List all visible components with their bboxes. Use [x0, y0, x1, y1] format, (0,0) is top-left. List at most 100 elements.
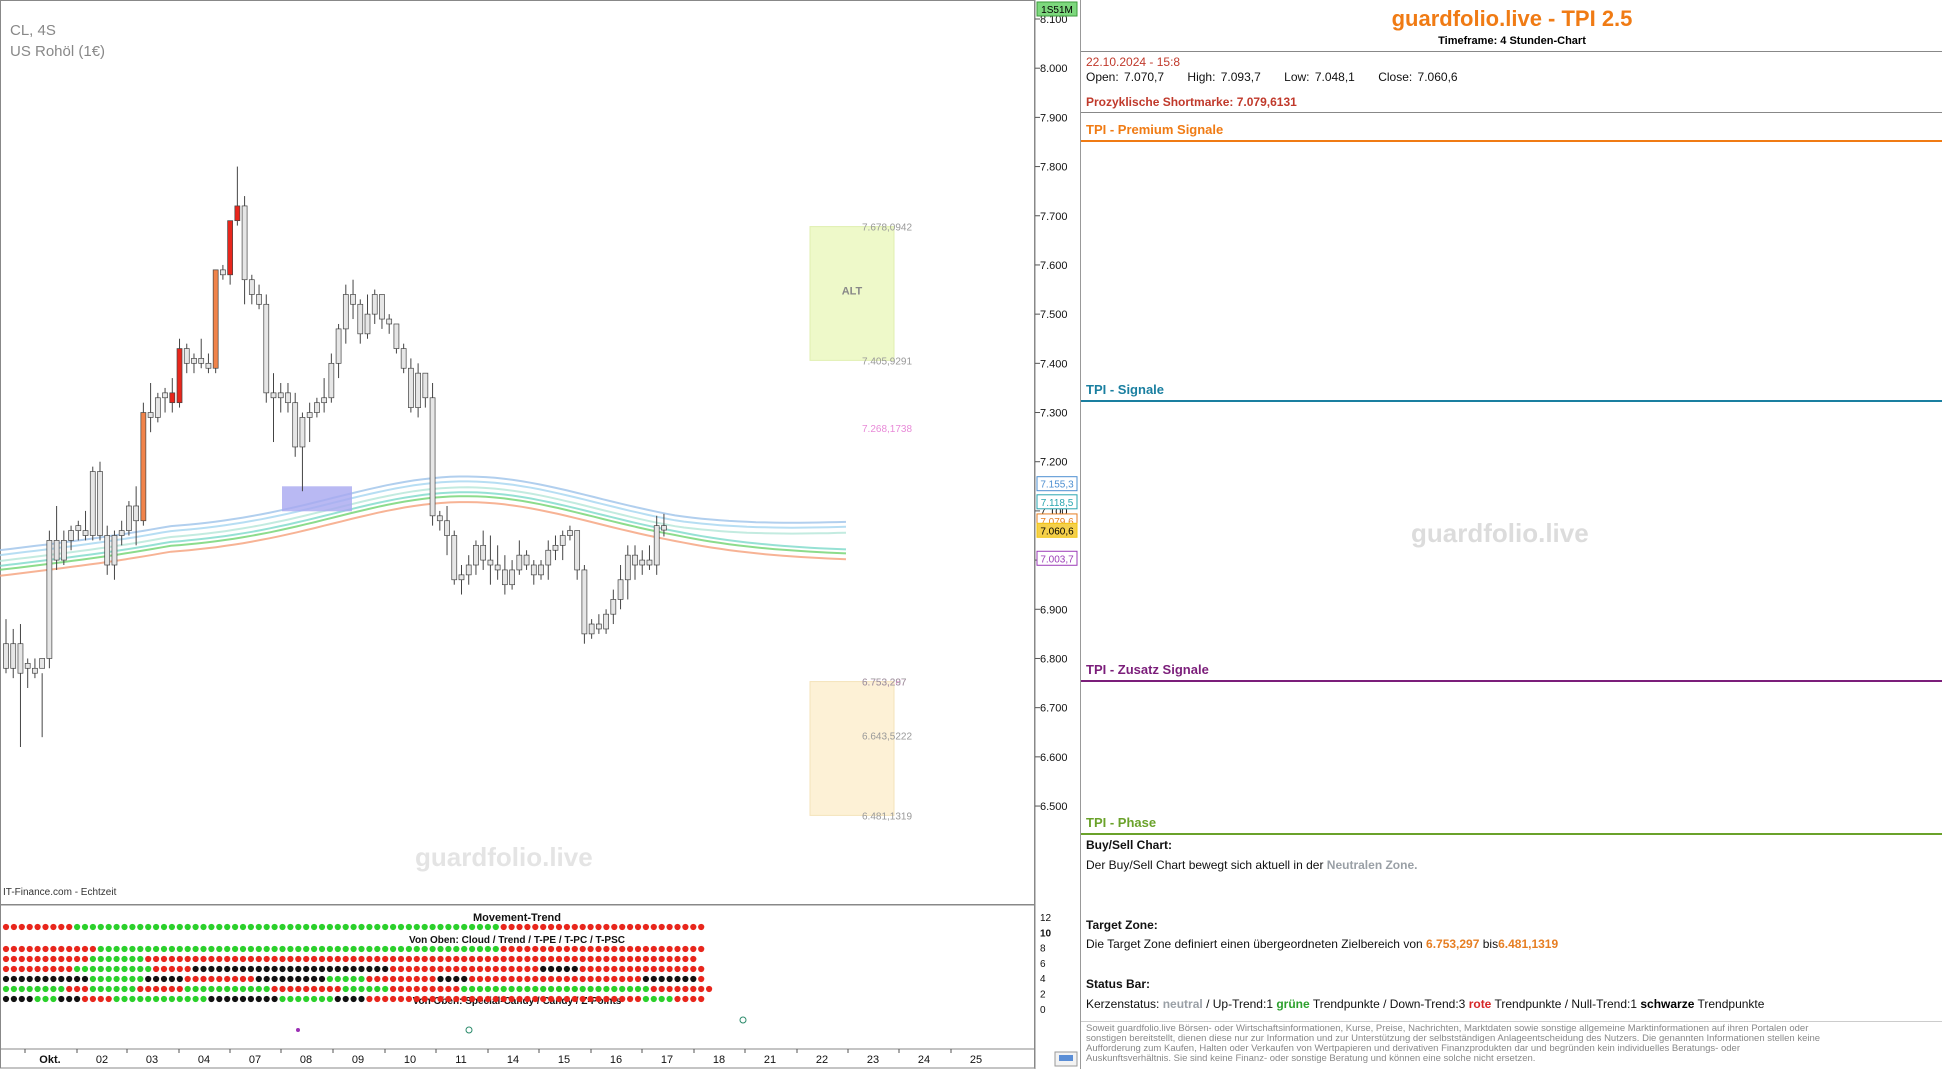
trend-dot	[232, 995, 239, 1003]
candle-body	[285, 392, 291, 404]
y-tick-label: 7.500	[1040, 309, 1068, 321]
trend-dot	[358, 923, 365, 931]
trend-dot	[10, 965, 17, 973]
trend-dot	[382, 955, 389, 963]
trend-dot	[540, 975, 547, 983]
trend-dot	[397, 975, 405, 983]
candles	[3, 166, 667, 748]
trend-dot	[429, 923, 436, 931]
trend-dot	[374, 965, 381, 973]
trend-dot	[540, 965, 547, 973]
trend-dot	[176, 955, 183, 963]
trend-dot	[81, 955, 89, 963]
y-tick-label: 7.900	[1040, 112, 1068, 124]
x-tick-label: 07	[249, 1054, 261, 1066]
trend-dot	[611, 995, 618, 1003]
trend-dot	[461, 995, 468, 1003]
candle-body	[118, 530, 125, 536]
candle	[198, 338, 205, 369]
trend-dot	[176, 923, 183, 931]
trend-dot	[168, 995, 175, 1003]
x-tick-label: 08	[300, 1054, 312, 1066]
candle-body	[408, 367, 414, 408]
candle	[480, 530, 487, 570]
candle-body	[661, 525, 667, 531]
trend-dot	[160, 923, 168, 931]
trend-dot	[642, 923, 650, 931]
trend-dot	[192, 985, 199, 993]
trend-dot	[137, 985, 144, 993]
trend-y-tick: 0	[1040, 1005, 1046, 1016]
candle-body	[3, 643, 9, 669]
trend-dot	[2, 945, 10, 953]
trend-dot	[342, 975, 349, 983]
trend-dot	[160, 945, 168, 953]
trend-dot	[303, 975, 310, 983]
trend-dot	[413, 995, 420, 1003]
candle	[509, 560, 515, 590]
price-chart: ALT 7.678,0942 7.405,9291 7.268,1738 6.753,2…	[0, 0, 1078, 1069]
trend-dot	[469, 985, 476, 993]
trend-dot	[342, 965, 349, 973]
trend-dot	[10, 995, 17, 1003]
trend-dot	[587, 985, 594, 993]
candle-body	[574, 530, 581, 571]
candle	[350, 279, 356, 320]
candle-body	[350, 294, 356, 305]
candle-body	[473, 544, 479, 566]
trend-dot	[113, 965, 120, 973]
trend-dot	[658, 965, 665, 973]
trend-dot	[224, 945, 231, 953]
disclaimer-divider	[1081, 1021, 1942, 1022]
trend-dot	[682, 923, 689, 931]
candle-body	[46, 540, 53, 659]
trend-dot	[10, 945, 17, 953]
trend-dot	[311, 955, 318, 963]
trend-dot	[698, 995, 705, 1003]
trend-dot	[208, 985, 215, 993]
trend-dot	[421, 975, 428, 983]
trend-dot	[366, 955, 373, 963]
candle-body	[581, 569, 588, 635]
trend-dot	[121, 975, 128, 983]
candle-body	[371, 294, 378, 315]
trend-dot	[611, 965, 618, 973]
trend-dot	[374, 923, 381, 931]
candle	[227, 220, 233, 285]
trend-dot	[658, 995, 665, 1003]
corner-badge: 1S51M	[1036, 1, 1078, 17]
status-title: Status Bar:	[1086, 977, 1151, 991]
price-tag-box	[1036, 550, 1078, 566]
trend-dot	[200, 923, 207, 931]
trend-dot	[263, 965, 270, 973]
trend-dot	[66, 965, 73, 973]
trend-dot	[247, 985, 254, 993]
trend-dot	[89, 945, 96, 953]
trend-dot	[279, 965, 286, 973]
trend-dot	[224, 995, 231, 1003]
trend-dot	[263, 995, 270, 1003]
candle	[82, 510, 89, 541]
trend-dot	[334, 945, 341, 953]
trend-dot	[698, 945, 705, 953]
trend-dot	[603, 965, 610, 973]
candle	[17, 624, 24, 748]
trend-dot	[263, 945, 270, 953]
trend-dot	[318, 995, 326, 1003]
candle-body	[53, 540, 60, 561]
screen-icon[interactable]	[1054, 1051, 1078, 1067]
candle-body	[321, 397, 327, 404]
trend-dot	[484, 945, 491, 953]
trend-dot	[129, 965, 136, 973]
trend-dot	[192, 945, 199, 953]
trend-dot	[2, 975, 10, 983]
trend-dot	[184, 945, 191, 953]
candle-body	[610, 599, 617, 615]
trend-dot	[216, 985, 223, 993]
trend-dot	[200, 955, 207, 963]
trend-dot	[476, 965, 484, 973]
trend-dot	[603, 975, 610, 983]
trend-dot	[216, 995, 223, 1003]
trend-dot	[334, 975, 341, 983]
candle	[422, 372, 429, 408]
